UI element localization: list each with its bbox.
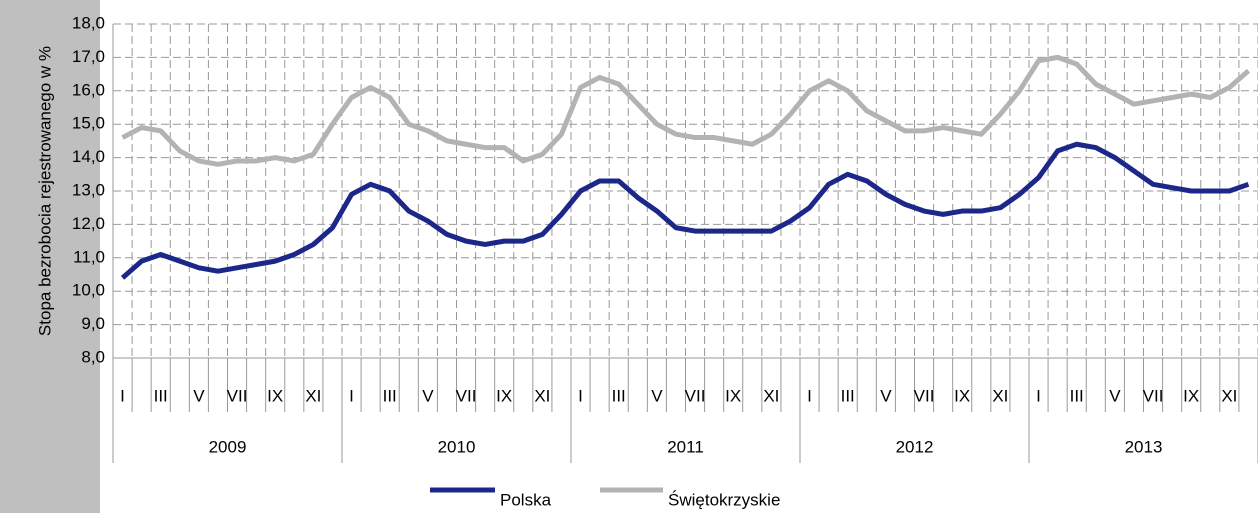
y-tick-label: 8,0 bbox=[81, 347, 105, 366]
y-tick-label: 16,0 bbox=[72, 80, 105, 99]
x-tick-label: VII bbox=[914, 386, 935, 405]
x-tick-label: V bbox=[422, 386, 434, 405]
x-tick-label: IX bbox=[496, 386, 512, 405]
x-tick-label: III bbox=[841, 386, 855, 405]
series-line bbox=[120, 141, 1250, 280]
x-tick-label: III bbox=[383, 386, 397, 405]
year-label: 2011 bbox=[667, 437, 704, 456]
series-line bbox=[121, 54, 1251, 167]
x-tick-label: XI bbox=[534, 386, 550, 405]
y-tick-label: 18,0 bbox=[72, 13, 105, 32]
x-tick-label: V bbox=[651, 386, 663, 405]
x-tick-label: III bbox=[1070, 386, 1084, 405]
year-label: 2012 bbox=[896, 437, 934, 456]
year-label: 2009 bbox=[209, 437, 247, 456]
axis-panel bbox=[0, 0, 100, 513]
x-tick-label: IX bbox=[725, 386, 741, 405]
x-tick-label: I bbox=[349, 386, 354, 405]
y-axis-label: Stopa bezrobocia rejestrowanego w % bbox=[35, 46, 54, 336]
y-tick-label: 9,0 bbox=[81, 314, 105, 333]
x-tick-label: XI bbox=[305, 386, 321, 405]
x-tick-label: IX bbox=[267, 386, 283, 405]
y-tick-label: 14,0 bbox=[72, 147, 105, 166]
x-tick-label: V bbox=[193, 386, 205, 405]
x-tick-label: III bbox=[612, 386, 626, 405]
x-tick-label: VII bbox=[227, 386, 248, 405]
y-tick-label: 10,0 bbox=[72, 281, 105, 300]
x-tick-label: I bbox=[578, 386, 583, 405]
x-tick-label: I bbox=[807, 386, 812, 405]
legend-label: Polska bbox=[500, 490, 552, 509]
y-tick-label: 15,0 bbox=[72, 114, 105, 133]
year-label: 2013 bbox=[1125, 437, 1163, 456]
y-tick-label: 11,0 bbox=[73, 247, 105, 266]
x-tick-label: VII bbox=[1143, 386, 1164, 405]
x-tick-label: III bbox=[154, 386, 168, 405]
x-tick-label: VII bbox=[685, 386, 706, 405]
x-tick-label: V bbox=[1109, 386, 1121, 405]
y-tick-label: 13,0 bbox=[72, 180, 105, 199]
x-tick-label: XI bbox=[992, 386, 1008, 405]
x-tick-label: IX bbox=[1183, 386, 1199, 405]
x-tick-label: I bbox=[1036, 386, 1041, 405]
x-tick-label: I bbox=[120, 386, 125, 405]
x-tick-label: XI bbox=[763, 386, 779, 405]
x-tick-label: VII bbox=[456, 386, 477, 405]
x-tick-label: V bbox=[880, 386, 892, 405]
x-tick-label: IX bbox=[954, 386, 970, 405]
legend-label: Świętokrzyskie bbox=[668, 490, 780, 509]
x-tick-label: XI bbox=[1221, 386, 1237, 405]
y-tick-label: 12,0 bbox=[72, 214, 105, 233]
year-label: 2010 bbox=[438, 437, 476, 456]
y-tick-label: 17,0 bbox=[72, 47, 105, 66]
